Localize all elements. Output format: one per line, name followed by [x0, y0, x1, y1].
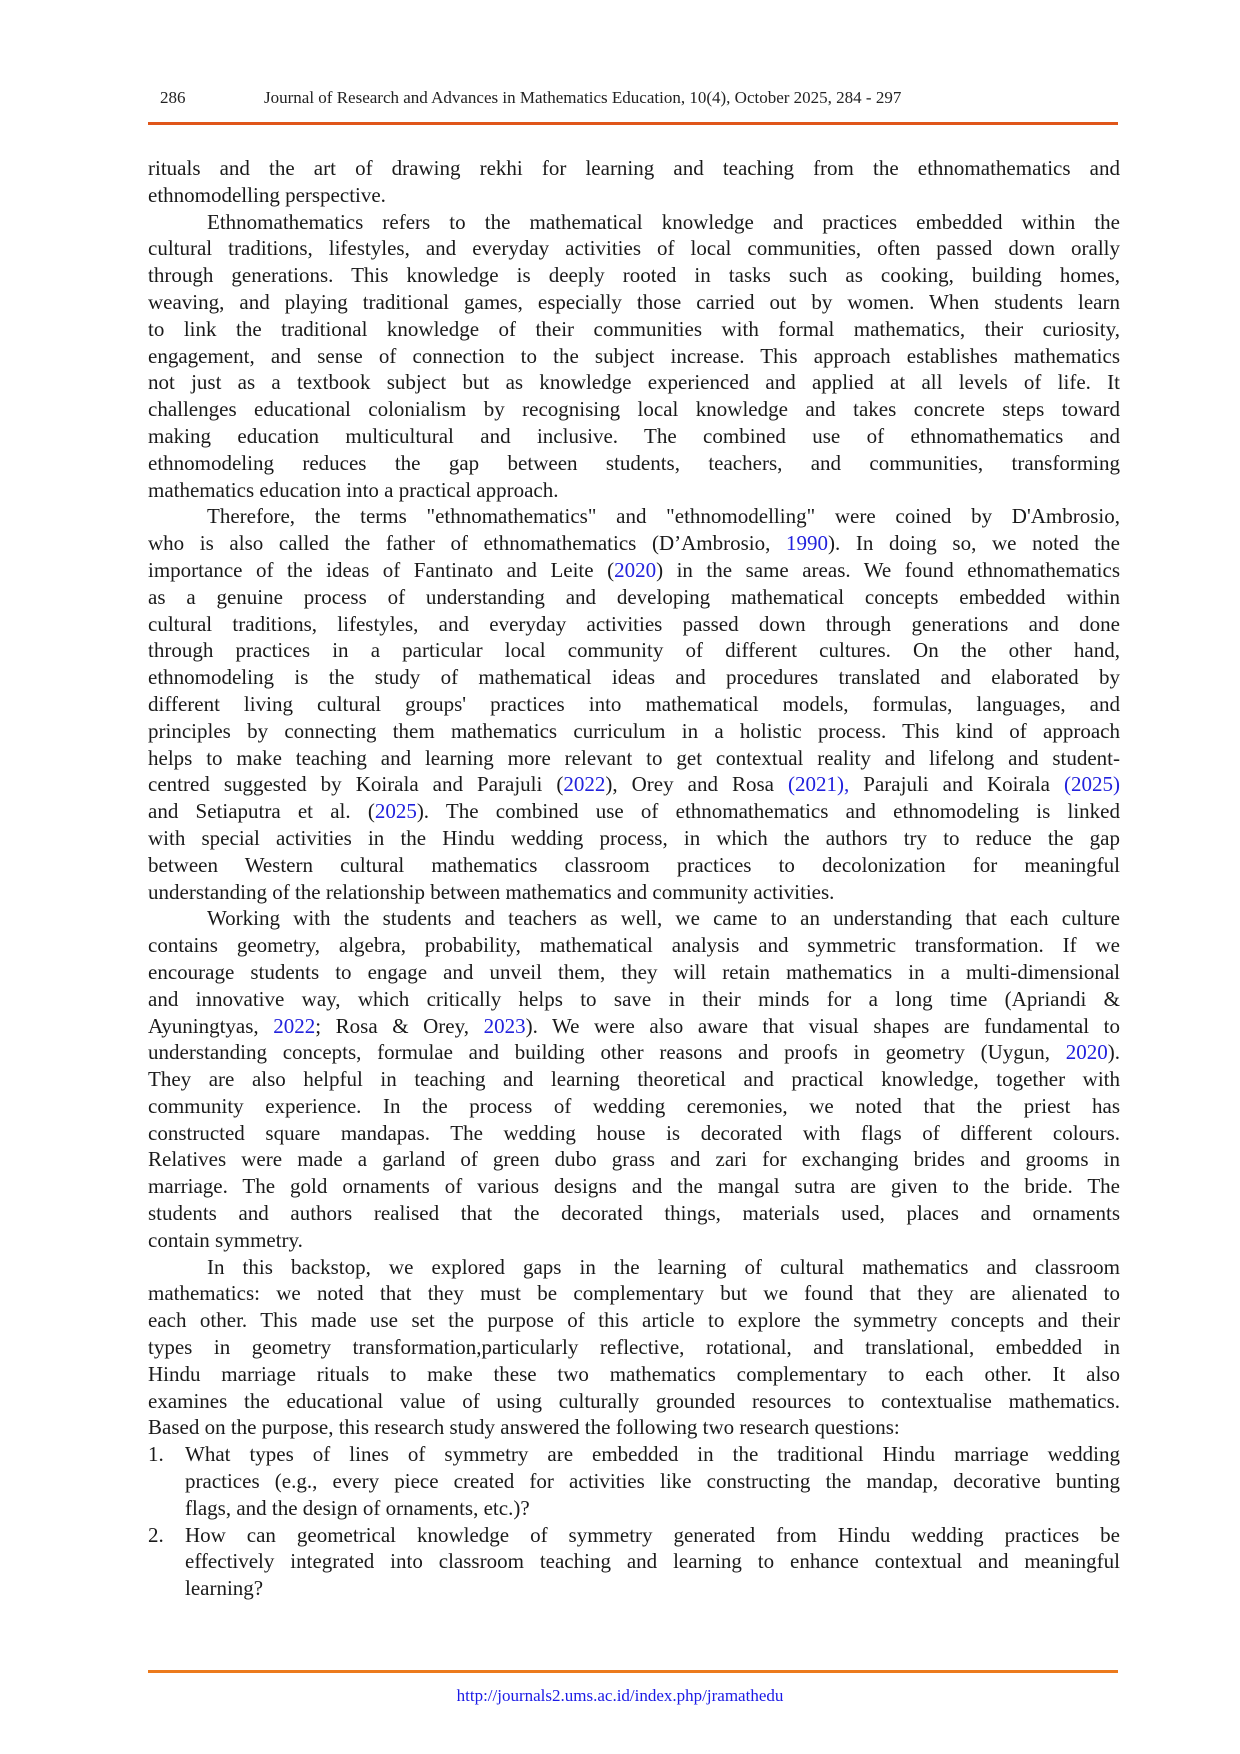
paragraph: Working with the students and teachers a… — [148, 905, 1120, 1253]
citation-link[interactable]: 2020 — [614, 557, 657, 582]
text-line: understanding concepts, formulae and bui… — [148, 1039, 1120, 1066]
text-line: weaving, and playing traditional games, … — [148, 289, 1120, 314]
text-line: community experience. In the process of … — [148, 1093, 1120, 1118]
text-line: through generations. This knowledge is d… — [148, 263, 1120, 288]
text-run: ). — [1107, 1040, 1120, 1065]
research-question-item: 2. How can geometrical knowledge of symme… — [148, 1522, 1120, 1602]
text-run: who is also called the father of ethnoma… — [148, 531, 786, 556]
text-run: understanding concepts, formulae and bui… — [148, 1040, 1066, 1065]
text-line: centred suggested by Koirala and Parajul… — [148, 771, 1120, 798]
text-line: constructed square mandapas. The wedding… — [148, 1120, 1120, 1145]
text-line: with special activities in the Hindu wed… — [148, 825, 1120, 850]
text-line: engagement, and sense of connection to t… — [148, 343, 1120, 368]
text-run: ). We were also aware that visual shapes… — [525, 1013, 1120, 1038]
list-number: 1. — [148, 1442, 164, 1467]
text-run: ). The combined use of ethnomathematics … — [416, 799, 1120, 824]
text-line: Working with the students and teachers a… — [207, 906, 1120, 931]
text-line: ethnomodeling reduces the gap between st… — [148, 450, 1120, 475]
paragraph: rituals and the art of drawing rekhi for… — [148, 155, 1120, 209]
text-run: Parajuli and Koirala — [849, 772, 1064, 797]
text-line: importance of the ideas of Fantinato and… — [148, 557, 1120, 584]
journal-running-header: Journal of Research and Advances in Math… — [264, 88, 902, 107]
text-line: and innovative way, which critically hel… — [148, 986, 1120, 1011]
text-line: helps to make teaching and learning more… — [148, 745, 1120, 770]
text-line: Ethnomathematics refers to the mathemati… — [207, 209, 1120, 234]
text-line: encourage students to engage and unveil … — [148, 959, 1120, 984]
text-line: How can geometrical knowledge of symmetr… — [185, 1522, 1120, 1547]
text-line: and Setiaputra et al. (2025). The combin… — [148, 798, 1120, 825]
text-line: What types of lines of symmetry are embe… — [185, 1442, 1120, 1467]
list-number: 2. — [148, 1522, 164, 1547]
text-line: understanding of the relationship betwee… — [148, 879, 835, 904]
text-line: challenges educational colonialism by re… — [148, 397, 1120, 422]
text-line: practices (e.g., every piece created for… — [185, 1469, 1120, 1494]
text-line: as a genuine process of understanding an… — [148, 584, 1120, 609]
text-line: types in geometry transformation,particu… — [148, 1335, 1120, 1360]
citation-link[interactable]: 2025 — [374, 799, 417, 824]
text-line: In this backstop, we explored gaps in th… — [207, 1254, 1120, 1279]
article-body: rituals and the art of drawing rekhi for… — [148, 155, 1120, 1602]
text-line: through practices in a particular local … — [148, 638, 1120, 663]
paragraph: In this backstop, we explored gaps in th… — [148, 1254, 1120, 1442]
journal-url-link[interactable]: http://journals2.ums.ac.id/index.php/jra… — [456, 1686, 784, 1705]
text-line: effectively integrated into classroom te… — [185, 1549, 1120, 1574]
text-line: mathematics: we noted that they must be … — [148, 1281, 1120, 1306]
text-line: examines the educational value of using … — [148, 1388, 1120, 1413]
text-line: making education multicultural and inclu… — [148, 423, 1120, 448]
citation-link[interactable]: (2021), — [788, 772, 850, 797]
citation-link[interactable]: 2020 — [1065, 1040, 1108, 1065]
text-line: cultural traditions, lifestyles, and eve… — [148, 236, 1120, 261]
text-run: importance of the ideas of Fantinato and… — [148, 557, 615, 582]
text-run: and Setiaputra et al. ( — [148, 799, 375, 824]
text-line: learning? — [185, 1576, 264, 1601]
text-line: ethnomodeling is the study of mathematic… — [148, 665, 1120, 690]
text-line: They are also helpful in teaching and le… — [148, 1067, 1120, 1092]
text-line: to link the traditional knowledge of the… — [148, 316, 1120, 341]
text-line: flags, and the design of ornaments, etc.… — [185, 1495, 530, 1520]
text-line: principles by connecting them mathematic… — [148, 718, 1120, 743]
text-line: not just as a textbook subject but as kn… — [148, 370, 1120, 395]
text-line: ethnomodelling perspective. — [148, 182, 386, 207]
text-run: ). In doing so, we noted the — [828, 531, 1120, 556]
text-line: who is also called the father of ethnoma… — [148, 530, 1120, 557]
paragraph: Ethnomathematics refers to the mathemati… — [148, 209, 1120, 504]
text-line: Therefore, the terms "ethnomathematics" … — [207, 504, 1120, 529]
text-line: cultural traditions, lifestyles, and eve… — [148, 611, 1120, 636]
text-run: ), Orey and Rosa — [605, 772, 789, 797]
text-run: centred suggested by Koirala and Parajul… — [148, 772, 564, 797]
paragraph: Therefore, the terms "ethnomathematics" … — [148, 503, 1120, 905]
text-run: Ayuningtyas, — [148, 1013, 274, 1038]
text-line: each other. This made use set the purpos… — [148, 1308, 1120, 1333]
text-line: rituals and the art of drawing rekhi for… — [148, 156, 1120, 180]
citation-link[interactable]: (2025) — [1064, 772, 1120, 797]
text-line: Hindu marriage rituals to make these two… — [148, 1361, 1120, 1386]
text-line: students and authors realised that the d… — [148, 1201, 1120, 1226]
text-line: contain symmetry. — [148, 1227, 303, 1252]
citation-link[interactable]: 2022 — [563, 772, 606, 797]
citation-link[interactable]: 1990 — [786, 531, 828, 556]
text-line: Relatives were made a garland of green d… — [148, 1147, 1120, 1172]
footer-divider — [148, 1670, 1118, 1673]
text-line: contains geometry, algebra, probability,… — [148, 933, 1120, 958]
citation-link[interactable]: 2023 — [483, 1013, 526, 1038]
research-question-item: 1. What types of lines of symmetry are em… — [148, 1441, 1120, 1521]
text-run: ; Rosa & Orey, — [315, 1013, 484, 1038]
page-number: 286 — [160, 88, 186, 107]
text-line: different living cultural groups' practi… — [148, 691, 1120, 716]
text-line: between Western cultural mathematics cla… — [148, 852, 1120, 877]
text-line: mathematics education into a practical a… — [148, 477, 559, 502]
header-divider — [148, 122, 1118, 125]
text-line: Based on the purpose, this research stud… — [148, 1415, 900, 1440]
text-run: ) in the same areas. We found ethnomathe… — [656, 557, 1120, 582]
citation-link[interactable]: 2022 — [273, 1013, 316, 1038]
text-line: Ayuningtyas, 2022; Rosa & Orey, 2023). W… — [148, 1013, 1120, 1040]
text-line: marriage. The gold ornaments of various … — [148, 1174, 1120, 1199]
